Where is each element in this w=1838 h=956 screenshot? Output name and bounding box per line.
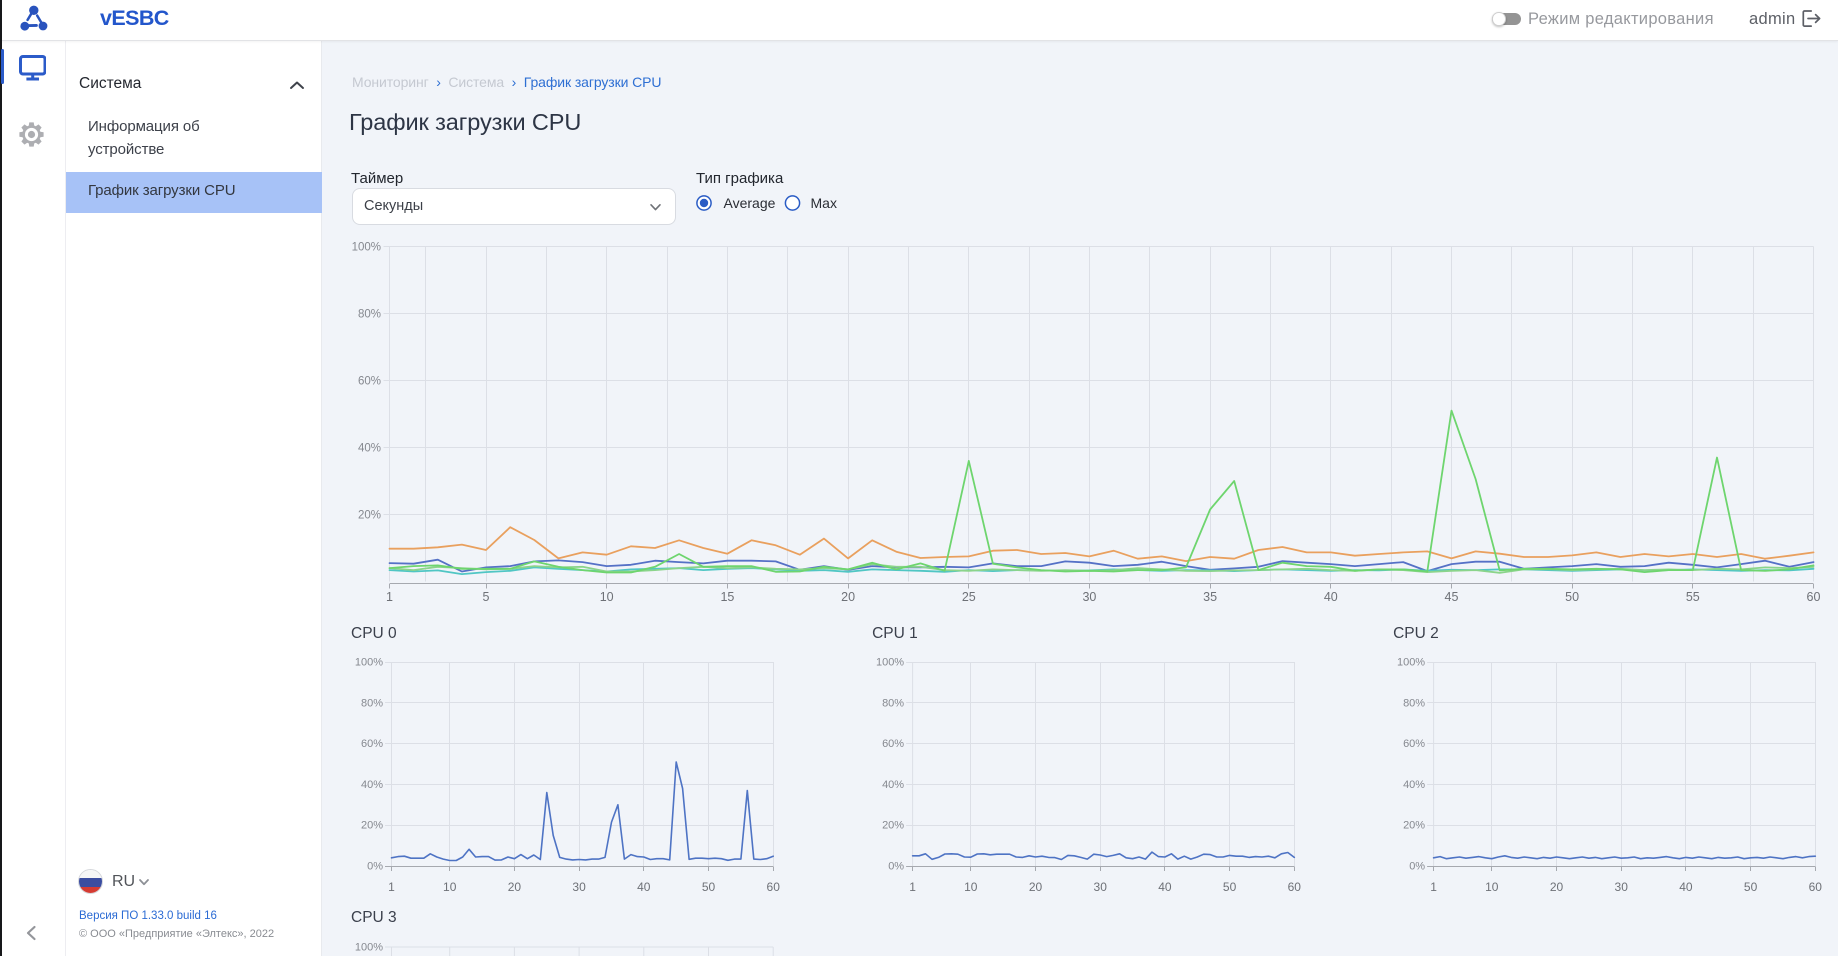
svg-text:CPU 2: CPU 2 — [1393, 625, 1439, 642]
svg-text:40: 40 — [637, 880, 651, 894]
svg-text:80%: 80% — [882, 697, 904, 709]
svg-text:30: 30 — [572, 880, 586, 894]
svg-text:20%: 20% — [358, 510, 381, 522]
svg-text:20%: 20% — [1403, 820, 1425, 832]
svg-text:20: 20 — [1029, 880, 1043, 894]
svg-text:10: 10 — [964, 880, 978, 894]
svg-text:40: 40 — [1324, 590, 1338, 604]
svg-text:30: 30 — [1082, 590, 1096, 604]
svg-text:50: 50 — [1565, 590, 1579, 604]
svg-text:100%: 100% — [352, 242, 381, 254]
svg-text:50: 50 — [1744, 880, 1758, 894]
svg-text:50: 50 — [1223, 880, 1237, 894]
svg-text:40%: 40% — [358, 443, 381, 455]
svg-text:30: 30 — [1615, 880, 1629, 894]
svg-text:40%: 40% — [882, 779, 904, 791]
svg-text:5: 5 — [483, 590, 490, 604]
svg-text:60: 60 — [1807, 590, 1821, 604]
svg-text:1: 1 — [388, 880, 395, 894]
svg-text:55: 55 — [1686, 590, 1700, 604]
svg-text:40%: 40% — [361, 779, 383, 791]
svg-text:0%: 0% — [1409, 861, 1425, 873]
svg-text:60%: 60% — [1403, 738, 1425, 750]
svg-text:1: 1 — [909, 880, 916, 894]
svg-text:30: 30 — [1094, 880, 1108, 894]
svg-text:20: 20 — [1550, 880, 1564, 894]
svg-text:60: 60 — [1288, 880, 1302, 894]
svg-text:80%: 80% — [1403, 697, 1425, 709]
svg-text:40%: 40% — [1403, 779, 1425, 791]
svg-text:60%: 60% — [358, 376, 381, 388]
svg-text:100%: 100% — [355, 942, 383, 954]
svg-text:60: 60 — [767, 880, 781, 894]
svg-text:40: 40 — [1679, 880, 1693, 894]
svg-text:10: 10 — [600, 590, 614, 604]
svg-text:40: 40 — [1158, 880, 1172, 894]
svg-text:10: 10 — [1485, 880, 1499, 894]
svg-text:45: 45 — [1445, 590, 1459, 604]
svg-text:100%: 100% — [876, 657, 904, 669]
svg-text:20%: 20% — [361, 820, 383, 832]
svg-text:60%: 60% — [361, 738, 383, 750]
svg-text:50: 50 — [702, 880, 716, 894]
svg-text:1: 1 — [1430, 880, 1437, 894]
svg-text:25: 25 — [962, 590, 976, 604]
svg-text:20: 20 — [508, 880, 522, 894]
svg-text:10: 10 — [443, 880, 457, 894]
svg-text:100%: 100% — [1397, 657, 1425, 669]
svg-text:0%: 0% — [888, 861, 904, 873]
svg-text:15: 15 — [720, 590, 734, 604]
svg-text:60%: 60% — [882, 738, 904, 750]
svg-text:80%: 80% — [361, 697, 383, 709]
svg-text:35: 35 — [1203, 590, 1217, 604]
svg-text:CPU 3: CPU 3 — [351, 909, 397, 926]
svg-text:20%: 20% — [882, 820, 904, 832]
svg-text:0%: 0% — [367, 861, 383, 873]
svg-text:CPU 0: CPU 0 — [351, 625, 397, 642]
svg-text:1: 1 — [386, 590, 393, 604]
svg-text:CPU 1: CPU 1 — [872, 625, 918, 642]
svg-text:60: 60 — [1809, 880, 1823, 894]
svg-text:80%: 80% — [358, 309, 381, 321]
svg-text:20: 20 — [841, 590, 855, 604]
svg-text:100%: 100% — [355, 657, 383, 669]
